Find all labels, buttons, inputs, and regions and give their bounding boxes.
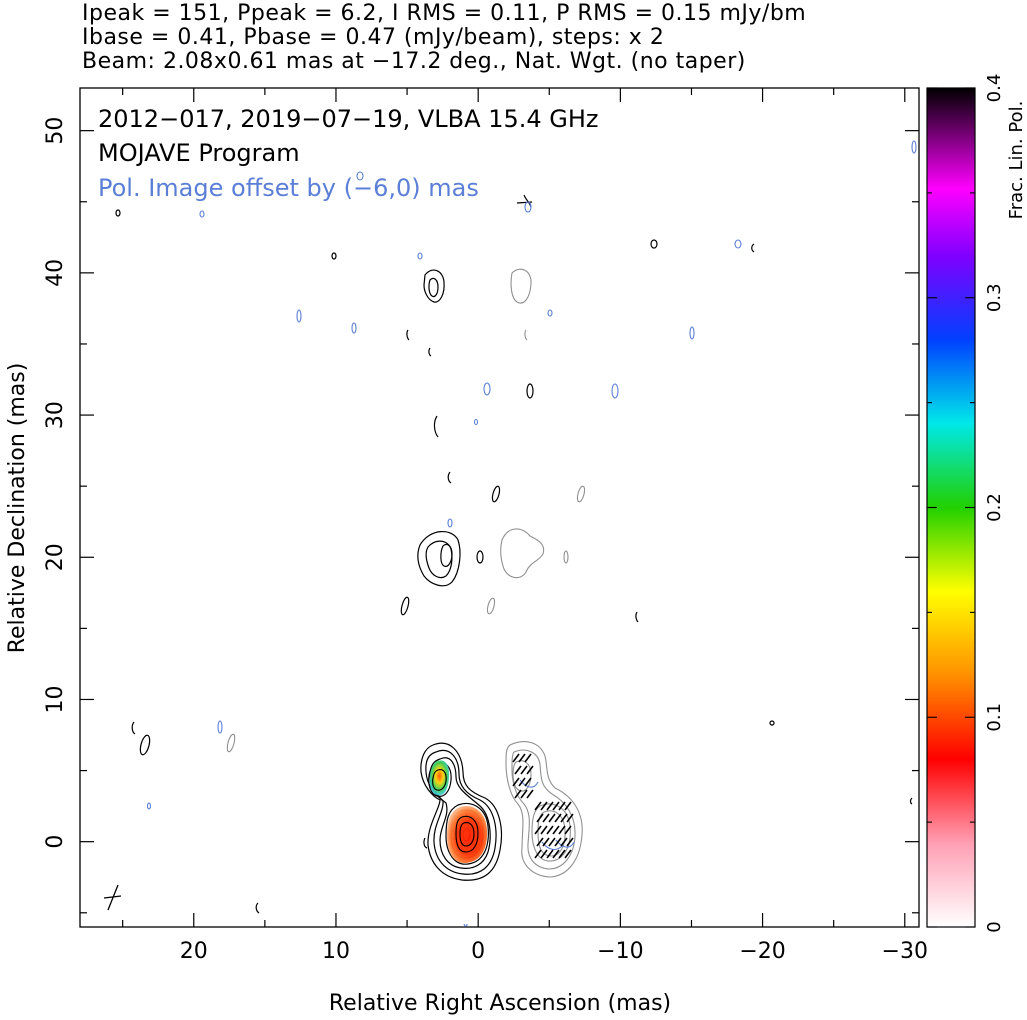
axis-ticks	[80, 88, 919, 927]
x-tick-label: 20	[180, 939, 208, 964]
evpa-vectors	[512, 753, 574, 859]
evpa-stick	[560, 837, 568, 847]
feature-40mas-outer	[423, 269, 445, 303]
evpa-stick	[526, 765, 534, 775]
header-line-3: Beam: 2.08x0.61 mas at −17.2 deg., Nat. …	[82, 49, 746, 74]
evpa-stick	[520, 765, 528, 775]
evpa-stick	[542, 813, 550, 823]
pol-feature-20mas	[500, 528, 545, 579]
pol-contour-3	[531, 803, 571, 862]
evpa-stick	[512, 753, 520, 763]
colorbar-label: Frac. Lin. Pol.	[1006, 101, 1027, 220]
evpa-stick	[552, 825, 560, 835]
x-tick-labels: 20 10 0 −10 −20 −30	[180, 939, 928, 964]
evpa-stick	[546, 849, 554, 859]
y-axis-label: Relative Declination (mas)	[5, 363, 30, 654]
offset-annotation: Pol. Image offset by (−6,0) mas	[98, 174, 479, 202]
evpa-stick	[514, 765, 522, 775]
evpa-stick	[518, 753, 526, 763]
core-contour-outer	[420, 742, 503, 881]
feature-20mas-inner	[440, 543, 453, 567]
evpa-stick	[566, 813, 574, 823]
plot-frame	[79, 87, 920, 928]
evpa-stick	[534, 801, 542, 811]
intensity-contours	[103, 194, 913, 914]
header-line-2: Ibase = 0.41, Pbase = 0.47 (mJy/beam), s…	[82, 25, 665, 50]
evpa-stick	[548, 813, 556, 823]
evpa-stick	[552, 801, 560, 811]
evpa-stick	[564, 849, 572, 859]
evpa-stick	[526, 789, 534, 799]
colorbar-tick-label: 0	[984, 921, 1005, 932]
evpa-stick	[534, 825, 542, 835]
evpa-stick	[536, 837, 544, 847]
x-tick-label: −30	[882, 939, 928, 964]
evpa-stick	[560, 813, 568, 823]
colorbar-ticks: 0 0.1 0.2 0.3 0.4	[927, 74, 1005, 933]
blue-pol-contours	[146, 140, 917, 927]
evpa-stick	[554, 837, 562, 847]
evpa-stick	[558, 801, 566, 811]
x-tick-label: −10	[597, 939, 643, 964]
evpa-stick	[540, 801, 548, 811]
x-tick-label: 0	[471, 939, 485, 964]
y-tick-label: 0	[43, 835, 68, 849]
feature-20mas-outer	[417, 531, 461, 587]
evpa-stick	[552, 849, 560, 859]
evpa-stick	[534, 849, 542, 859]
colorbar-tick-label: 0.2	[984, 493, 1005, 522]
core-contour-4	[445, 803, 489, 865]
pol-contour-4	[537, 810, 566, 857]
header-line-1: Ipeak = 151, Ppeak = 6.2, I RMS = 0.11, …	[82, 1, 807, 26]
evpa-stick	[546, 801, 554, 811]
y-tick-label: 30	[43, 401, 68, 429]
evpa-stick	[520, 789, 528, 799]
y-tick-labels: 0 10 20 30 40 50	[43, 117, 68, 849]
evpa-stick	[536, 813, 544, 823]
program-annotation: MOJAVE Program	[98, 139, 300, 167]
evpa-stick	[564, 801, 572, 811]
knot-contour-1	[428, 762, 452, 797]
source-annotation: 2012−017, 2019−07−19, VLBA 15.4 GHz	[98, 105, 599, 133]
evpa-stick	[542, 837, 550, 847]
colorbar-tick-label: 0.4	[984, 74, 1005, 103]
evpa-stick	[566, 837, 574, 847]
colorbar-tick-label: 0.3	[984, 283, 1005, 312]
core-fracpol-fill	[447, 806, 488, 864]
pol-feature-40mas	[510, 268, 532, 304]
y-tick-label: 10	[43, 685, 68, 713]
y-tick-label: 50	[43, 117, 68, 145]
y-tick-label: 20	[43, 543, 68, 571]
evpa-stick	[540, 849, 548, 859]
evpa-stick	[518, 777, 526, 787]
evpa-stick	[514, 789, 522, 799]
pol-contours	[226, 268, 586, 878]
feature-40mas-inner	[428, 277, 439, 298]
evpa-stick	[564, 825, 572, 835]
evpa-stick	[524, 777, 532, 787]
x-tick-label: 10	[322, 939, 350, 964]
feature-20mas-mid	[425, 540, 453, 579]
evpa-stick	[546, 825, 554, 835]
y-tick-label: 40	[43, 259, 68, 287]
core-inner-contours-overlay	[432, 769, 479, 853]
x-tick-label: −20	[739, 939, 785, 964]
evpa-stick	[540, 825, 548, 835]
pol-contour-outer	[505, 741, 583, 878]
evpa-stick	[548, 837, 556, 847]
evpa-stick	[558, 825, 566, 835]
evpa-stick	[554, 813, 562, 823]
colorbar-tick-label: 0.1	[984, 703, 1005, 732]
x-axis-label: Relative Right Ascension (mas)	[329, 991, 671, 1016]
evpa-stick	[558, 849, 566, 859]
evpa-stick	[512, 777, 520, 787]
evpa-stick	[524, 753, 532, 763]
